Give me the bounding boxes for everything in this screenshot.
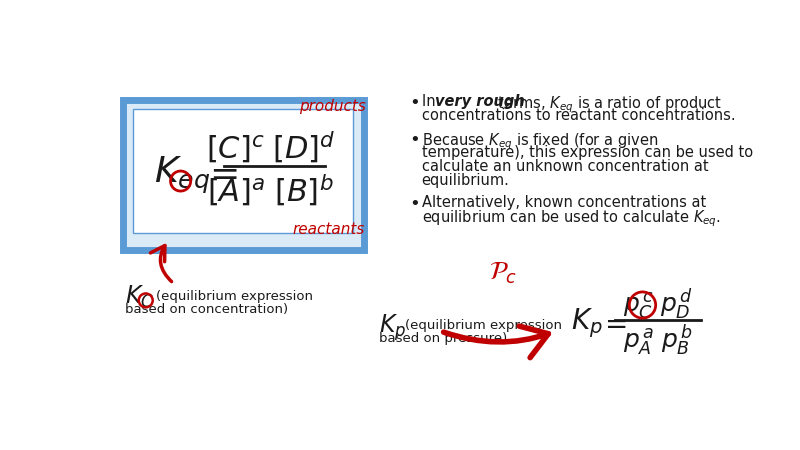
Text: products: products	[299, 99, 366, 114]
FancyArrowPatch shape	[444, 326, 548, 358]
FancyBboxPatch shape	[123, 100, 363, 250]
Text: $[A]^a\;[B]^b$: $[A]^a\;[B]^b$	[207, 173, 334, 209]
Text: $p_A^{\,a}\;p_B^{\,b}$: $p_A^{\,a}\;p_B^{\,b}$	[623, 323, 693, 358]
Text: $\mathcal{P}_c$: $\mathcal{P}_c$	[489, 261, 517, 286]
Text: equilibrium can be used to calculate $K_{eq}$.: equilibrium can be used to calculate $K_…	[422, 209, 721, 230]
FancyBboxPatch shape	[133, 109, 354, 233]
Text: $K_C$: $K_C$	[125, 284, 154, 310]
Text: •: •	[410, 94, 420, 112]
Text: $K_{eq}$: $K_{eq}$	[154, 155, 210, 196]
Text: reactants: reactants	[293, 222, 365, 237]
FancyArrowPatch shape	[150, 246, 171, 282]
Text: calculate an unknown concentration at: calculate an unknown concentration at	[422, 159, 708, 174]
Text: temperature), this expression can be used to: temperature), this expression can be use…	[422, 145, 753, 160]
Text: Alternatively, known concentrations at: Alternatively, known concentrations at	[422, 195, 706, 210]
Text: (equilibrium expression: (equilibrium expression	[156, 290, 313, 303]
Text: (equilibrium expression: (equilibrium expression	[405, 319, 562, 332]
Text: •: •	[410, 131, 420, 149]
Text: Because $K_{eq}$ is fixed (for a given: Because $K_{eq}$ is fixed (for a given	[422, 131, 658, 152]
Text: $[C]^c\;[D]^d$: $[C]^c\;[D]^d$	[206, 130, 335, 166]
Text: concentrations to reactant concentrations.: concentrations to reactant concentration…	[422, 108, 735, 123]
Text: based on pressure): based on pressure)	[379, 333, 507, 346]
Text: terms, $K_{eq}$ is a ratio of product: terms, $K_{eq}$ is a ratio of product	[493, 94, 722, 115]
Text: $p_C^{\,c}\;p_D^{\,d}$: $p_C^{\,c}\;p_D^{\,d}$	[623, 287, 693, 322]
Text: $K_p$: $K_p$	[379, 313, 406, 343]
Text: very rough: very rough	[435, 94, 525, 109]
Text: $=$: $=$	[599, 310, 627, 338]
Text: based on concentration): based on concentration)	[125, 303, 288, 316]
Text: $=$: $=$	[202, 156, 238, 190]
Text: $K_p$: $K_p$	[571, 307, 603, 340]
Text: equilibrium.: equilibrium.	[422, 173, 510, 188]
Text: •: •	[410, 195, 420, 213]
Text: In: In	[422, 94, 440, 109]
